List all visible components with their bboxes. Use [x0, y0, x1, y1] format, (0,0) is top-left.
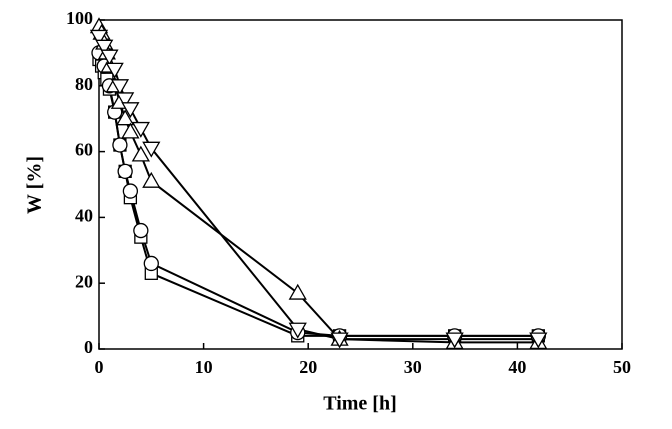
x-tick-label: 20 — [299, 357, 317, 377]
marker — [131, 145, 150, 162]
x-tick-label: 40 — [508, 357, 526, 377]
x-tick-label: 30 — [404, 357, 422, 377]
y-tick-label: 60 — [75, 140, 93, 160]
marker — [112, 137, 128, 153]
marker — [116, 109, 135, 126]
y-tick-label: 20 — [75, 271, 93, 291]
marker — [110, 79, 130, 96]
series-line — [98, 35, 539, 341]
marker — [445, 332, 464, 349]
marker — [288, 322, 307, 339]
y-tick-label: 0 — [84, 337, 93, 357]
marker — [95, 39, 114, 56]
marker — [288, 283, 307, 300]
marker — [529, 332, 548, 349]
series-line — [98, 59, 539, 337]
marker — [330, 332, 349, 349]
y-axis-label: W [%] — [24, 156, 46, 214]
x-tick-label: 10 — [195, 357, 213, 377]
plot-frame — [98, 19, 623, 350]
y-tick-label: 100 — [66, 8, 93, 28]
series-line — [98, 26, 539, 344]
marker — [117, 163, 133, 179]
marker — [89, 29, 109, 46]
marker — [122, 183, 139, 199]
marker — [142, 171, 161, 188]
x-tick-label: 0 — [95, 357, 104, 377]
marker — [131, 121, 150, 138]
series-line — [98, 52, 539, 337]
x-tick-label: 50 — [613, 357, 631, 377]
marker — [105, 62, 124, 79]
marker — [133, 222, 149, 239]
marker — [121, 102, 140, 119]
x-axis-label: Time [h] — [323, 393, 397, 415]
marker — [100, 49, 119, 66]
marker — [116, 92, 135, 109]
y-tick-label: 80 — [75, 74, 93, 94]
y-tick-label: 40 — [75, 206, 93, 226]
marker — [143, 255, 159, 272]
marker — [142, 141, 161, 158]
marker — [121, 122, 140, 139]
